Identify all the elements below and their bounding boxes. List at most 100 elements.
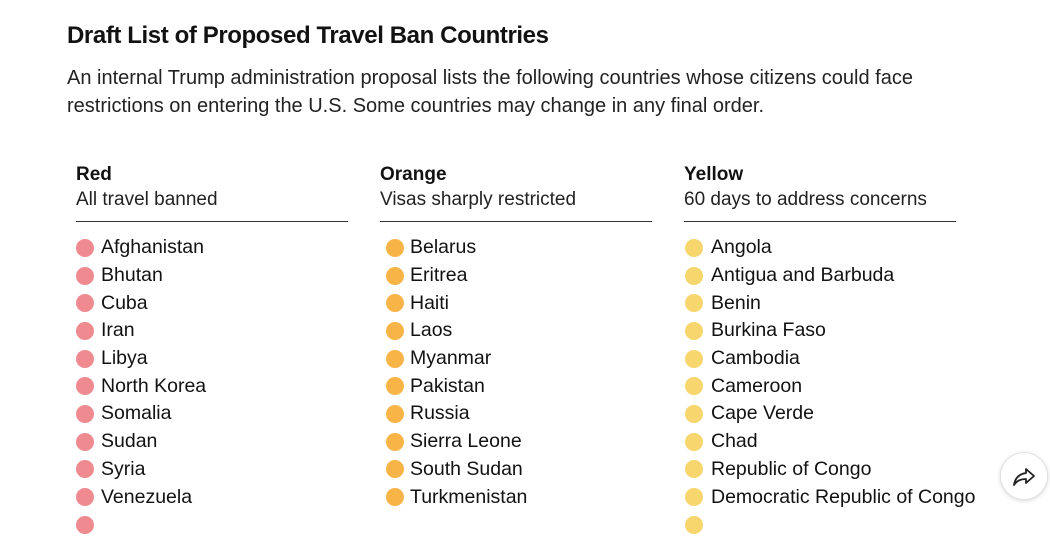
red-dot-icon (76, 377, 94, 396)
list-item: Somalia (76, 400, 348, 428)
orange-dot-icon (386, 432, 404, 451)
yellow-dot-icon (685, 266, 703, 285)
country-name: Syria (101, 457, 146, 480)
list-item: Belarus (380, 234, 652, 262)
country-name: Cuba (101, 291, 148, 314)
list-item: Turkmenistan (380, 483, 652, 511)
column-orange: Orange Visas sharply restricted Belarus … (380, 163, 652, 511)
yellow-dot-icon (685, 321, 703, 340)
country-name: Antigua and Barbuda (711, 264, 895, 287)
country-name: Eritrea (410, 264, 468, 287)
country-name: Angola (711, 236, 772, 259)
list-item: South Sudan (380, 456, 652, 484)
share-button[interactable] (1000, 452, 1048, 500)
country-name: South Sudan (410, 457, 523, 480)
list-item: North Korea (76, 372, 348, 400)
list-item: Cape Verde (684, 400, 956, 428)
list-item: Cuba (76, 289, 348, 317)
red-dot-icon (76, 294, 94, 313)
country-list: Belarus Eritrea Haiti Laos Myanmar Pakis… (380, 234, 652, 511)
column-red: Red All travel banned Afghanistan Bhutan… (76, 163, 348, 539)
country-name: Somalia (101, 402, 172, 425)
yellow-dot-icon (685, 377, 703, 396)
country-name: Republic of Congo (711, 457, 872, 480)
list-item: Cambodia (684, 345, 956, 373)
list-item: Democratic Republic of Congo (684, 483, 975, 511)
country-name: Venezuela (101, 485, 193, 508)
red-dot-icon (76, 238, 94, 257)
list-item: Chad (684, 428, 956, 456)
red-dot-icon (76, 488, 94, 507)
page-title: Draft List of Proposed Travel Ban Countr… (67, 22, 549, 49)
list-item: Myanmar (380, 345, 652, 373)
list-item: Angola (684, 234, 956, 262)
list-item: Bhutan (76, 262, 348, 290)
country-name: Cape Verde (711, 402, 814, 425)
yellow-dot-icon (685, 238, 703, 257)
country-name: Laos (410, 319, 453, 342)
orange-dot-icon (386, 294, 404, 313)
red-dot-icon (76, 432, 94, 451)
yellow-dot-icon (685, 432, 703, 451)
list-item: Sudan (76, 428, 348, 456)
orange-dot-icon (386, 321, 404, 340)
orange-dot-icon (386, 377, 404, 396)
country-name: Russia (410, 402, 470, 425)
column-yellow: Yellow 60 days to address concerns Angol… (684, 163, 975, 539)
list-item: Antigua and Barbuda (684, 262, 956, 290)
country-name: Libya (101, 347, 148, 370)
list-item: Syria (76, 456, 348, 484)
column-title: Orange (380, 164, 447, 185)
red-dot-icon (76, 266, 94, 285)
country-name: Myanmar (410, 347, 492, 370)
country-name: Cameroon (711, 374, 803, 397)
orange-dot-icon (386, 488, 404, 507)
country-name: Sudan (101, 430, 158, 453)
orange-dot-icon (386, 266, 404, 285)
orange-dot-icon (386, 349, 404, 368)
orange-dot-icon (386, 238, 404, 257)
share-icon (1013, 468, 1035, 486)
yellow-dot-icon (685, 404, 703, 423)
column-description: 60 days to address concerns (684, 189, 927, 210)
list-item: Sierra Leone (380, 428, 652, 456)
red-dot-icon (76, 321, 94, 340)
list-item: Russia (380, 400, 652, 428)
country-name: North Korea (101, 374, 207, 397)
list-item: Benin (684, 289, 956, 317)
list-item: Libya (76, 345, 348, 373)
red-dot-icon (76, 460, 94, 479)
list-item: Iran (76, 317, 348, 345)
country-name: Iran (101, 319, 135, 342)
red-dot-icon (76, 349, 94, 368)
list-item: Cameroon (684, 372, 956, 400)
list-item: Laos (380, 317, 652, 345)
country-name: Haiti (410, 291, 450, 314)
page-subtitle: An internal Trump administration proposa… (67, 67, 913, 117)
yellow-dot-icon (685, 488, 703, 507)
country-list: Afghanistan Bhutan Cuba Iran Libya North… (76, 234, 348, 539)
red-dot-icon (76, 404, 94, 423)
list-item: Republic of Congo (684, 456, 956, 484)
country-name: Burkina Faso (711, 319, 826, 342)
yellow-dot-icon (685, 294, 703, 313)
country-name: Belarus (410, 236, 477, 259)
country-name: Sierra Leone (410, 430, 522, 453)
country-name: Cambodia (711, 347, 800, 370)
yellow-dot-icon (685, 460, 703, 479)
column-divider (380, 221, 652, 222)
country-name: Afghanistan (101, 236, 204, 259)
column-divider (684, 221, 956, 222)
column-description: Visas sharply restricted (380, 189, 577, 210)
list-item: Pakistan (380, 372, 652, 400)
orange-dot-icon (386, 404, 404, 423)
column-title: Red (76, 164, 112, 185)
list-item: Eritrea (380, 262, 652, 290)
list-item: Burkina Faso (684, 317, 956, 345)
column-title: Yellow (684, 164, 744, 185)
country-name: Benin (711, 291, 761, 314)
country-name: Bhutan (101, 264, 163, 287)
column-description: All travel banned (76, 189, 218, 210)
list-item: Venezuela (76, 483, 348, 511)
orange-dot-icon (386, 460, 404, 479)
